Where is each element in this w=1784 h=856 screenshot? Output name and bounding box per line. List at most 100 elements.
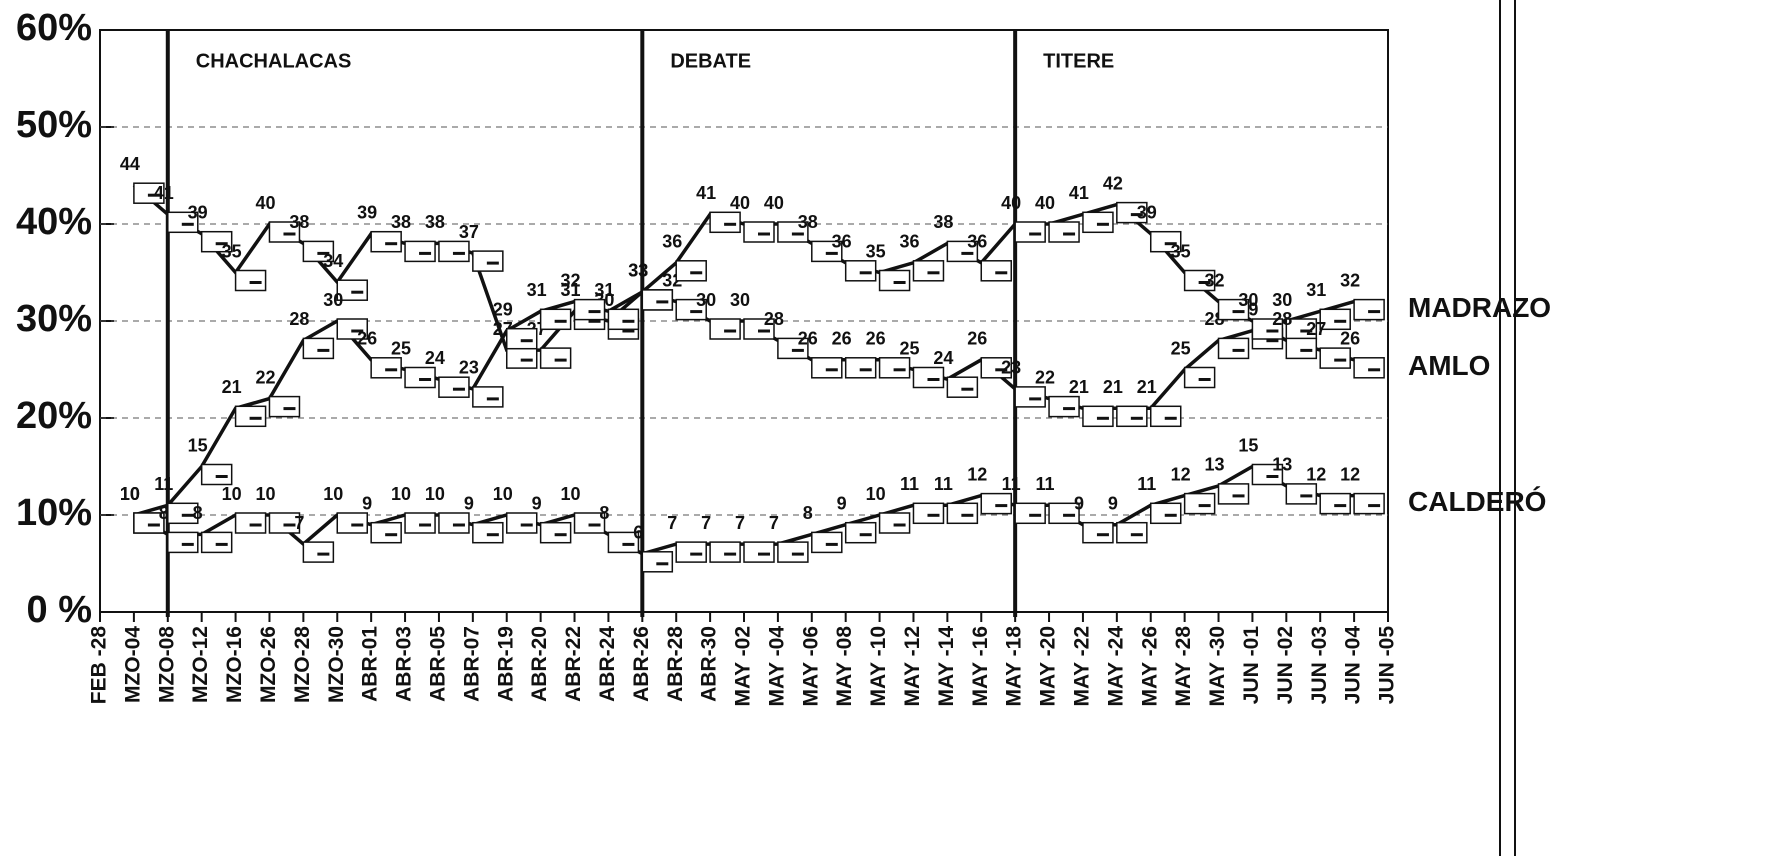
- data-label: 32: [561, 270, 581, 290]
- x-tick-label: MAY -08: [833, 626, 856, 707]
- data-label: 7: [701, 513, 711, 533]
- point-marker: [404, 366, 436, 389]
- data-label: 7: [667, 513, 677, 533]
- point-marker: [1217, 483, 1250, 505]
- x-tick-label: ABR-26: [630, 626, 653, 702]
- y-tick-label: 40%: [16, 201, 92, 243]
- data-label: 21: [1103, 377, 1123, 397]
- data-label: 9: [464, 493, 474, 513]
- point-marker: [912, 260, 945, 282]
- data-label: 12: [1171, 464, 1191, 484]
- point-marker: [505, 327, 538, 350]
- point-marker: [777, 337, 809, 360]
- point-marker: [1183, 366, 1216, 389]
- data-label: 41: [154, 183, 174, 203]
- point-marker: [268, 395, 301, 418]
- event-label: DEBATE: [670, 50, 751, 72]
- data-label: 35: [1171, 241, 1191, 261]
- data-label: 11: [900, 474, 919, 494]
- point-marker: [1082, 521, 1114, 544]
- data-label: 25: [1171, 338, 1191, 358]
- data-label: 44: [120, 154, 140, 174]
- point-marker: [336, 279, 369, 301]
- point-marker: [709, 211, 741, 234]
- y-tick-label: 50%: [16, 104, 92, 146]
- point-marker: [539, 521, 572, 544]
- x-tick-label: MAY -26: [1138, 626, 1161, 707]
- data-label: 38: [391, 212, 411, 232]
- point-marker: [1014, 221, 1046, 243]
- point-marker: [1014, 502, 1046, 525]
- x-tick-label: ABR-22: [562, 626, 585, 702]
- point-marker: [438, 512, 470, 534]
- data-label: 10: [391, 484, 411, 504]
- x-tick-label: ABR-30: [698, 626, 721, 702]
- point-marker: [675, 541, 707, 563]
- data-label: 26: [357, 329, 377, 349]
- data-label: 23: [1001, 358, 1021, 378]
- x-tick-label: MAY -14: [935, 626, 958, 707]
- point-marker: [438, 376, 470, 398]
- point-marker: [946, 240, 979, 263]
- point-marker: [1183, 492, 1216, 515]
- data-label: 23: [459, 358, 479, 378]
- point-marker: [505, 512, 538, 534]
- point-marker: [709, 318, 741, 340]
- data-label: 27: [1306, 319, 1326, 339]
- data-label: 21: [1137, 377, 1157, 397]
- x-tick-label: JUN -04: [1342, 626, 1365, 705]
- y-tick-label: 30%: [16, 298, 92, 340]
- point-marker: [167, 211, 199, 234]
- data-label: 10: [120, 484, 140, 504]
- point-marker: [302, 337, 335, 360]
- data-label: 9: [1074, 493, 1084, 513]
- point-marker: [200, 531, 233, 554]
- point-marker: [234, 405, 267, 428]
- data-label: 11: [1002, 474, 1021, 494]
- data-label: 21: [1069, 377, 1089, 397]
- data-label: 13: [1205, 455, 1225, 475]
- data-label: 8: [599, 503, 609, 523]
- point-marker: [302, 240, 335, 263]
- data-label: 9: [1108, 493, 1118, 513]
- point-marker: [946, 376, 979, 398]
- point-marker: [844, 260, 877, 282]
- point-marker: [980, 492, 1013, 515]
- data-label: 10: [493, 484, 513, 504]
- point-marker: [912, 502, 945, 525]
- point-marker: [878, 512, 911, 534]
- point-marker: [878, 269, 911, 292]
- point-marker: [743, 541, 775, 563]
- x-tick-label: MAY -30: [1206, 626, 1229, 707]
- x-tick-label: MZO-08: [155, 626, 178, 703]
- point-marker: [641, 551, 674, 573]
- data-label: 9: [532, 493, 542, 513]
- point-marker: [1149, 405, 1182, 428]
- data-label: 10: [255, 484, 275, 504]
- point-marker: [1353, 357, 1385, 379]
- data-label: 22: [255, 367, 275, 387]
- point-marker: [980, 357, 1013, 379]
- data-label: 40: [255, 193, 275, 213]
- data-label: 37: [459, 222, 479, 242]
- point-marker: [539, 308, 572, 331]
- event-label: CHACHALACAS: [196, 50, 352, 72]
- point-marker: [573, 298, 606, 321]
- point-marker: [370, 521, 402, 544]
- point-marker: [1116, 405, 1148, 428]
- data-label: 30: [1238, 290, 1258, 310]
- x-tick-label: MAY -12: [901, 626, 924, 707]
- point-marker: [675, 298, 707, 321]
- point-marker: [573, 512, 606, 534]
- data-label: 38: [798, 212, 818, 232]
- point-marker: [641, 289, 674, 311]
- data-label: 26: [832, 329, 852, 349]
- x-tick-label: ABR-20: [528, 626, 551, 702]
- y-tick-label: 60%: [16, 7, 92, 49]
- data-label: 33: [628, 261, 648, 281]
- point-marker: [777, 541, 809, 563]
- data-label: 31: [527, 280, 547, 300]
- point-marker: [370, 357, 402, 379]
- data-label: 40: [730, 193, 750, 213]
